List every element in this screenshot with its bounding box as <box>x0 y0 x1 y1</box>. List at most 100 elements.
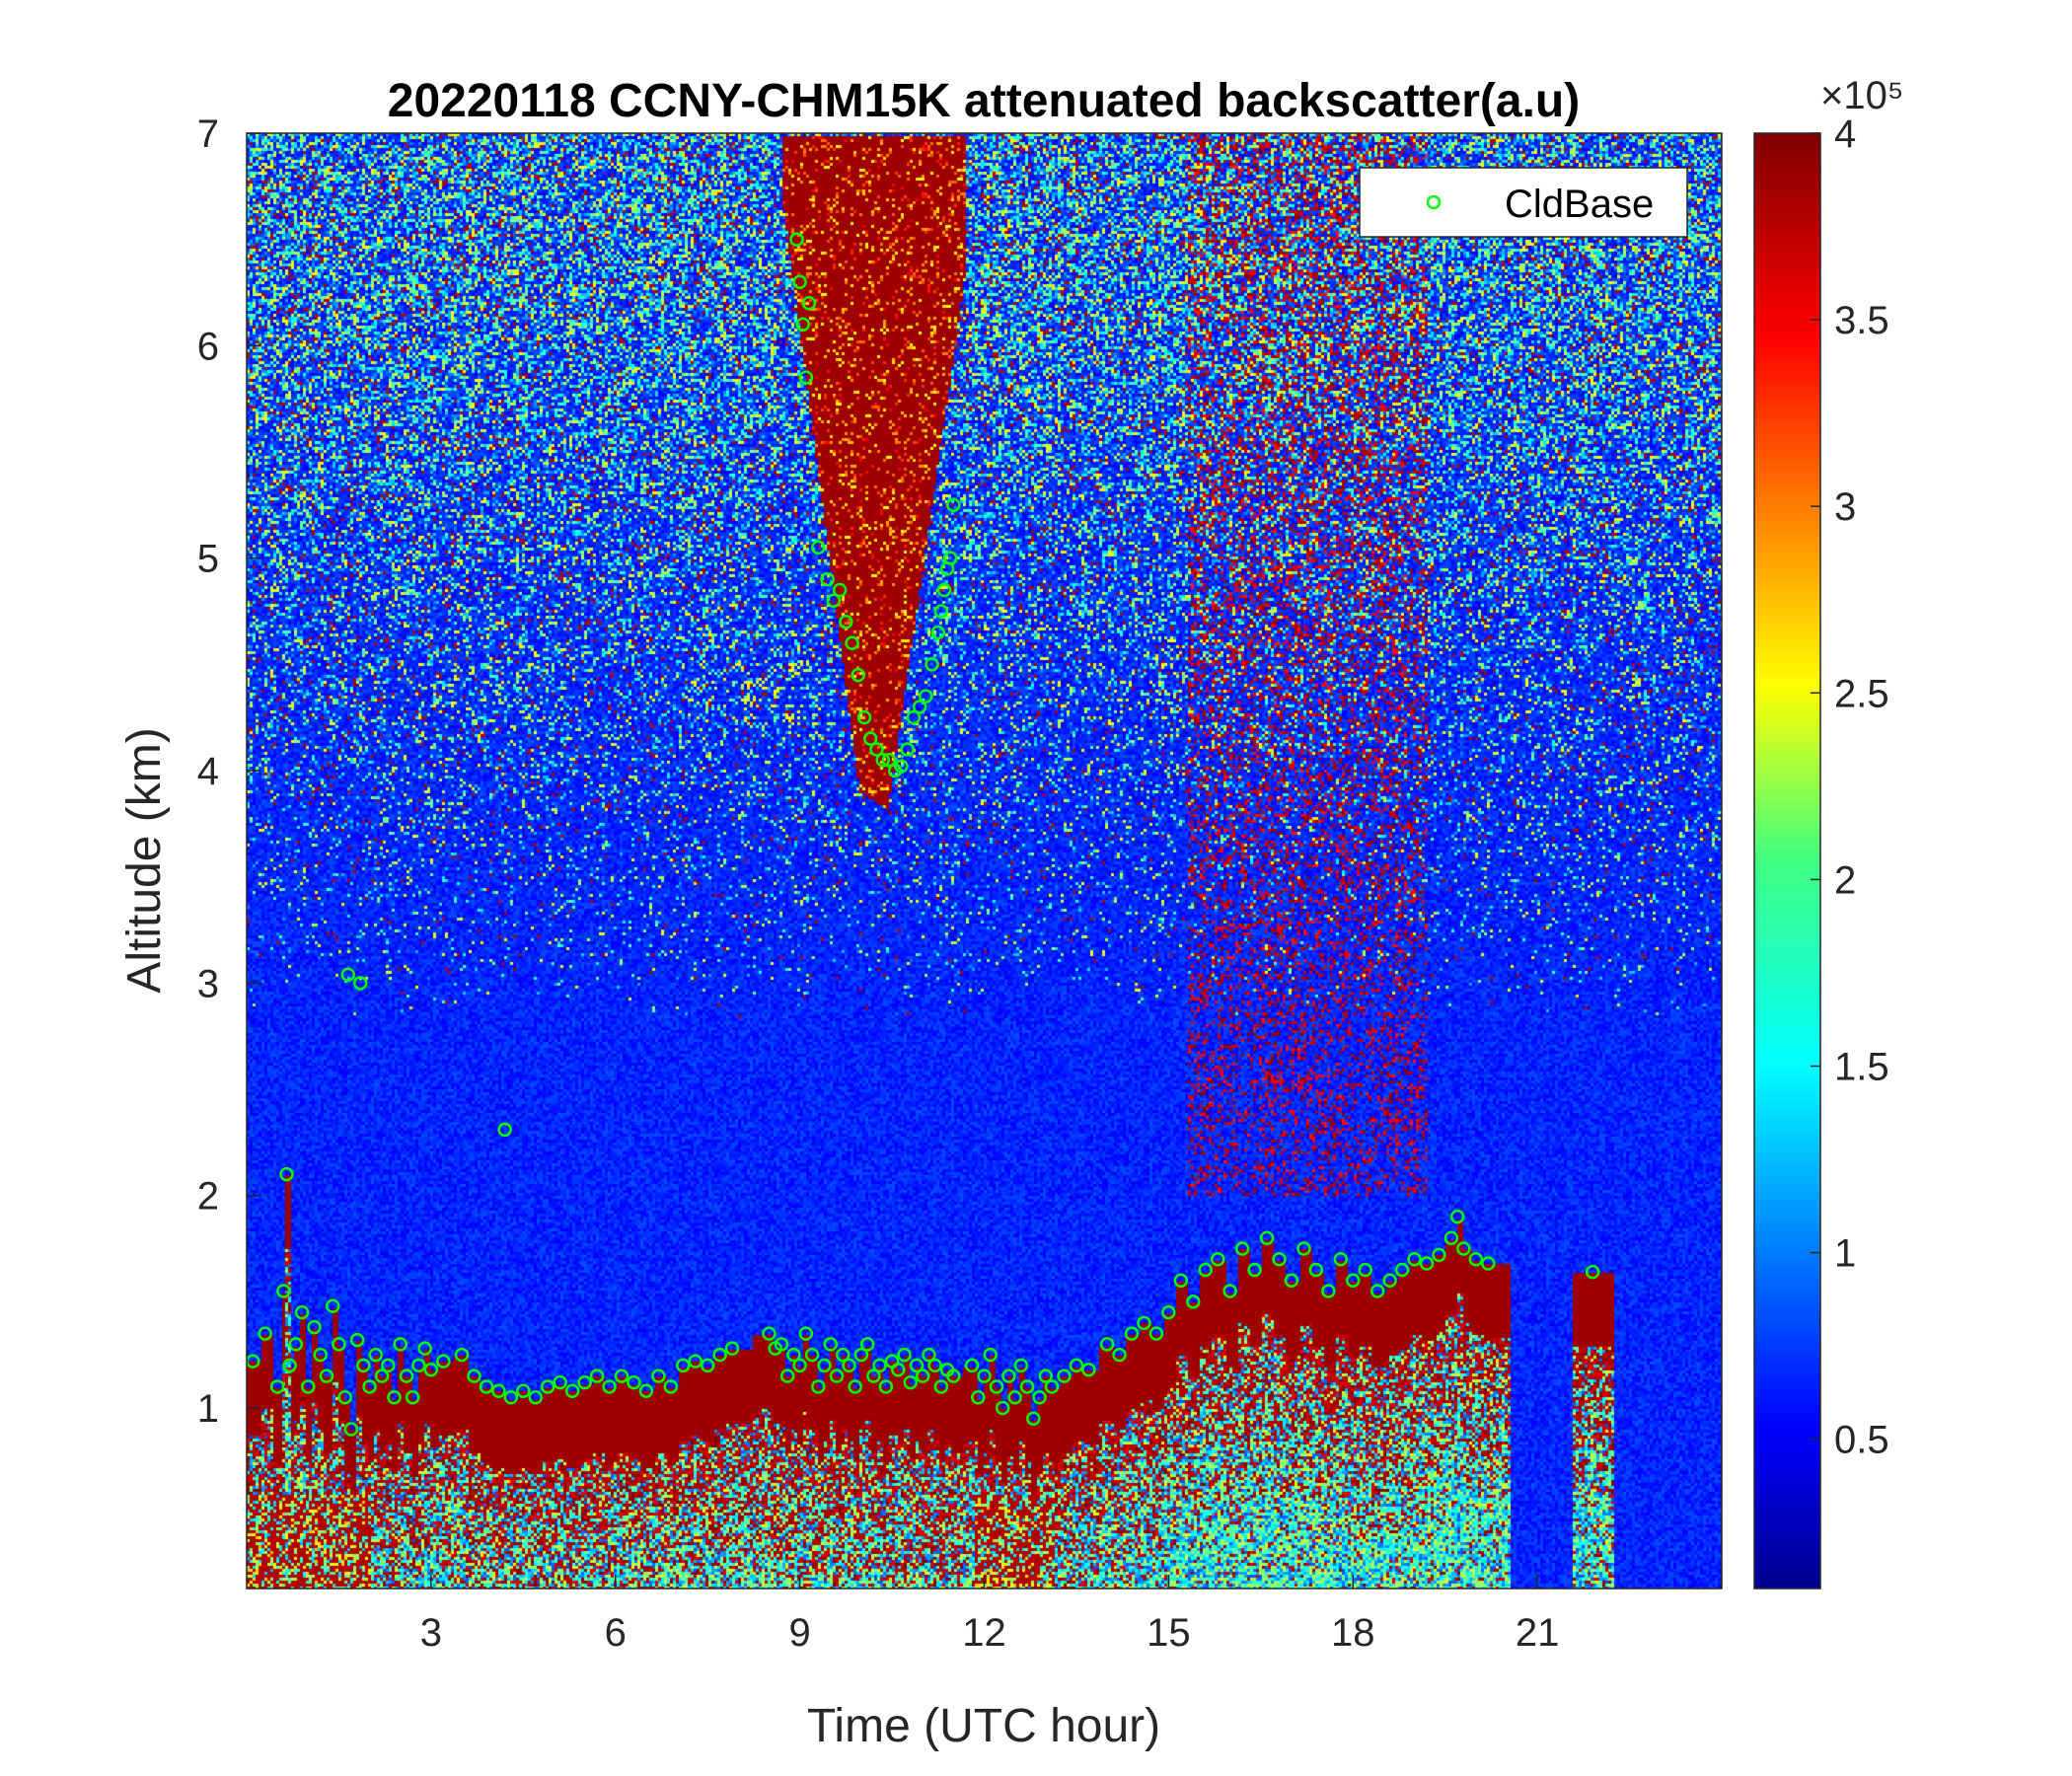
cloud-base-point <box>1308 1262 1324 1278</box>
chart-title: 20220118 CCNY-CHM15K attenuated backscat… <box>388 75 1580 127</box>
cloud-base-point <box>356 1358 371 1373</box>
cloud-base-point <box>1210 1251 1225 1267</box>
cloud-base-point <box>417 1341 432 1356</box>
cloud-base-point <box>863 731 878 746</box>
cloud-base-point <box>436 1354 451 1369</box>
cloud-base-point <box>577 1374 592 1390</box>
cloud-base-point <box>792 1358 807 1373</box>
cloud-base-point <box>823 1337 839 1352</box>
cloud-base-point <box>897 1347 912 1363</box>
cloud-base-point <box>1419 1256 1435 1271</box>
cloud-base-point <box>1161 1304 1176 1320</box>
cloud-base-point <box>811 540 826 555</box>
cloud-base-point <box>933 1379 949 1394</box>
cloud-base-point <box>903 1374 918 1390</box>
cloud-base-point <box>1358 1262 1372 1278</box>
cloud-base-point <box>589 1369 605 1383</box>
colorbar-tick-label: 4 <box>1834 112 1856 156</box>
cloud-base-point <box>798 1326 814 1341</box>
cloud-base-point <box>964 1358 980 1373</box>
cloud-base-point <box>349 1332 365 1348</box>
cloud-base-point <box>1124 1326 1140 1341</box>
cloud-base-point <box>983 1347 998 1363</box>
cloud-base-point <box>946 1369 961 1383</box>
cloud-base-point <box>602 1379 617 1394</box>
cloud-base-point <box>912 700 927 714</box>
x-tick-label: 21 <box>1516 1611 1560 1655</box>
cloud-base-point <box>1585 1264 1600 1280</box>
cloud-base-point <box>724 1341 740 1356</box>
cloud-base-point <box>851 667 866 683</box>
y-tick-label: 1 <box>197 1387 219 1431</box>
cloud-base-point <box>878 1379 894 1394</box>
x-axis-ticks: 3 6 9 12 15 18 21 <box>420 1575 1560 1655</box>
cloud-base-point <box>1272 1251 1287 1267</box>
cloud-base-point <box>762 1326 777 1341</box>
cloud-base-point <box>859 1337 875 1352</box>
colorbar-exponent: ×10⁵ <box>1820 74 1903 117</box>
cloud-base-point <box>1443 1230 1459 1245</box>
cloud-base-point <box>925 657 939 672</box>
y-tick-label: 5 <box>197 538 219 581</box>
cloud-base-point <box>1296 1241 1311 1256</box>
cloud-base-point <box>282 1358 297 1373</box>
cloud-base-point <box>497 1122 512 1138</box>
cloud-base-point <box>856 709 872 725</box>
cloud-base-point <box>801 296 817 311</box>
x-tick-label: 6 <box>605 1611 627 1655</box>
cloud-base-point <box>1222 1284 1237 1298</box>
cloud-base-point <box>279 1166 294 1182</box>
cloud-base-point <box>779 1369 795 1383</box>
cloud-base-point <box>1007 1389 1022 1405</box>
colorbar-tick-label: 2.5 <box>1834 672 1889 715</box>
cloud-base-point <box>528 1389 544 1405</box>
cloud-base-point <box>1148 1326 1164 1341</box>
colorbar-tick-label: 0.5 <box>1834 1419 1889 1462</box>
cloud-base-point <box>337 1389 352 1405</box>
y-tick-label: 3 <box>197 962 219 1005</box>
cloud-base-point <box>795 317 810 333</box>
cloud-base-point <box>1057 1369 1072 1383</box>
cloud-base-point <box>1449 1209 1465 1224</box>
cloud-base-point <box>1081 1362 1096 1377</box>
cloud-base-point <box>1112 1347 1127 1363</box>
cloud-base-point <box>1346 1273 1361 1289</box>
cloud-base-point <box>374 1369 390 1383</box>
x-tick-label: 15 <box>1147 1611 1191 1655</box>
cloud-base-point <box>829 1369 845 1383</box>
cloud-base-point <box>393 1337 407 1352</box>
cloud-base-point <box>977 1369 992 1383</box>
cloud-base-point <box>1259 1230 1275 1245</box>
colorbar-bar <box>1753 132 1821 1590</box>
cloud-base-point <box>792 274 807 289</box>
cloud-base-point <box>817 1358 832 1373</box>
cloud-base-point <box>789 232 804 247</box>
cloud-base-point <box>387 1389 402 1405</box>
x-axis-label: Time (UTC hour) <box>807 1700 1160 1752</box>
y-tick-label: 2 <box>197 1175 219 1219</box>
cloud-base-point <box>1173 1273 1189 1289</box>
cloud-base-point <box>294 1304 310 1320</box>
cloud-base-point <box>288 1337 304 1352</box>
cloud-base-point <box>454 1347 470 1363</box>
cloud-base-point <box>1137 1315 1151 1331</box>
cloud-base-point <box>936 582 952 598</box>
cloud-base-point <box>688 1354 703 1369</box>
cloud-base-point <box>900 742 915 757</box>
cloud-base-point <box>891 1362 906 1377</box>
cloud-base-point <box>1198 1262 1213 1278</box>
cloud-base-point <box>258 1326 272 1341</box>
cloud-base-point <box>930 625 946 640</box>
cloud-base-point <box>676 1358 691 1373</box>
cloud-base-point <box>1032 1389 1047 1405</box>
cloud-base-point <box>399 1369 414 1383</box>
cloud-base-point <box>845 635 859 651</box>
cloud-base-point <box>627 1374 641 1390</box>
cloud-base-point <box>614 1369 629 1383</box>
x-tick-label: 12 <box>962 1611 1006 1655</box>
cloud-base-point <box>307 1319 322 1335</box>
cloud-base-point <box>946 497 961 513</box>
cloud-base-point <box>301 1379 316 1394</box>
cloud-base-point <box>269 1379 285 1394</box>
heatmap-area <box>247 133 1722 1589</box>
